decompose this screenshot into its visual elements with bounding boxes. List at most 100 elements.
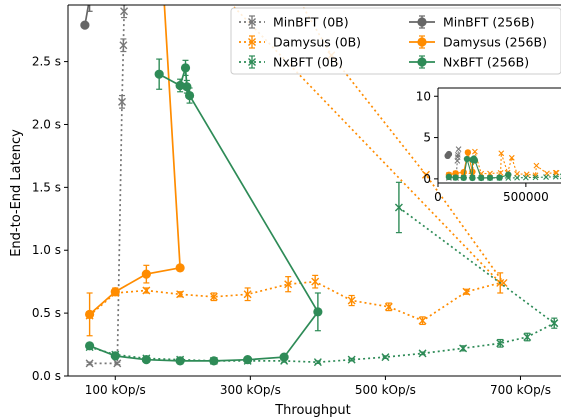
data-point: [279, 352, 289, 362]
y-tick-label: 1.0 s: [32, 243, 61, 257]
legend-marker: [248, 58, 256, 66]
inset-y-tick-label: 0: [423, 172, 431, 186]
data-point: [176, 290, 185, 299]
legend-label: NxBFT (0B): [273, 55, 343, 70]
inset-series: [444, 146, 561, 182]
data-point: [347, 355, 356, 364]
inset-point: [445, 173, 453, 181]
data-point: [313, 358, 322, 367]
data-point: [394, 203, 403, 212]
y-tick-label: 2.5 s: [32, 55, 61, 69]
y-tick-label: 2.0 s: [32, 117, 61, 131]
x-tick-label: 700 kOp/s: [490, 383, 551, 397]
data-point: [243, 290, 252, 299]
x-tick-label: 500 kOp/s: [355, 383, 416, 397]
data-point: [418, 316, 427, 325]
inset-chart: 0 5 10 0 500000: [416, 87, 561, 204]
series-line: [89, 67, 319, 362]
inset-point: [543, 174, 549, 180]
x-axis-label: Throughput: [274, 403, 351, 418]
inset-y-tick-label: 5: [423, 131, 431, 145]
data-point: [85, 341, 95, 351]
data-point: [141, 269, 151, 279]
y-tick-label: 1.5 s: [32, 180, 61, 194]
data-point: [243, 355, 253, 365]
inset-x-tick-label: 0: [434, 190, 442, 204]
inset-point: [514, 174, 520, 181]
inset-point: [478, 174, 485, 182]
inset-point: [454, 154, 461, 161]
data-point: [141, 355, 151, 365]
inset-point: [532, 174, 539, 181]
inset-point: [455, 146, 462, 153]
inset-point: [472, 148, 478, 155]
data-point: [119, 41, 128, 50]
data-point: [110, 351, 120, 361]
data-point: [85, 0, 94, 3]
series-line: [398, 206, 555, 324]
data-point: [284, 280, 293, 289]
inset-point: [486, 174, 494, 181]
inset-x-tick-label: 500000: [503, 190, 549, 204]
legend-label: NxBFT (256B): [443, 55, 529, 70]
data-point: [421, 170, 430, 179]
inset-line: [448, 151, 557, 176]
y-tick-label: 0.5 s: [32, 306, 61, 320]
inset-point: [445, 150, 453, 158]
data-point: [85, 359, 94, 368]
data-point: [496, 339, 505, 348]
series-line: [89, 5, 505, 322]
data-point: [110, 287, 120, 297]
data-point: [384, 302, 393, 311]
data-point: [313, 307, 323, 317]
inset-point: [496, 174, 503, 181]
data-point: [80, 20, 90, 30]
y-tick-label: 0.0 s: [32, 369, 61, 383]
legend-label: Damysus (256B): [443, 35, 547, 50]
legend-label: MinBFT (256B): [443, 15, 535, 30]
data-point: [499, 278, 508, 287]
axes: 0.0 s 0.5 s 1.0 s 1.5 s 2.0 s 2.5 s 100 kOp/s 3…: [32, 4, 561, 397]
series-line: [89, 5, 181, 316]
x-tick-label: 100 kOp/s: [85, 383, 146, 397]
inset-point: [464, 149, 472, 156]
legend-marker: [248, 18, 256, 26]
inset-point: [508, 154, 515, 161]
data-point: [550, 319, 559, 328]
series-line: [89, 322, 555, 364]
y-axis-label: End-to-End Latency: [9, 129, 24, 257]
inset-point: [460, 174, 467, 181]
data-point: [347, 296, 356, 305]
data-point: [381, 353, 390, 362]
inset-background: [438, 88, 561, 183]
inset-point: [533, 162, 540, 169]
inset-y-tick-label: 10: [416, 89, 431, 103]
data-point: [418, 349, 427, 358]
legend-box: [230, 7, 561, 75]
legend-marker: [417, 37, 427, 47]
legend-marker: [417, 57, 427, 67]
data-point: [209, 292, 218, 301]
data-point: [311, 277, 320, 286]
data-point: [142, 286, 151, 295]
data-point: [120, 7, 129, 16]
legend-label: MinBFT (0B): [273, 15, 349, 30]
inset-point: [452, 174, 459, 181]
inset-point: [552, 173, 559, 180]
legend: MinBFT (0B) Damysus (0B) NxBFT (0B) MinBFT …: [230, 7, 561, 75]
inset-point: [523, 171, 530, 178]
data-point: [180, 63, 191, 73]
x-tick-label: 300 kOp/s: [220, 383, 281, 397]
legend-marker: [248, 38, 256, 46]
inset-point: [471, 157, 479, 164]
inset-point: [505, 171, 512, 178]
data-point: [85, 309, 95, 319]
data-point: [154, 69, 164, 79]
inset-point: [460, 168, 467, 176]
inset-point: [469, 174, 476, 182]
data-point: [175, 356, 185, 366]
legend-marker: [417, 17, 427, 27]
data-point: [209, 356, 219, 366]
data-point: [462, 287, 471, 296]
inset-point: [463, 155, 471, 163]
